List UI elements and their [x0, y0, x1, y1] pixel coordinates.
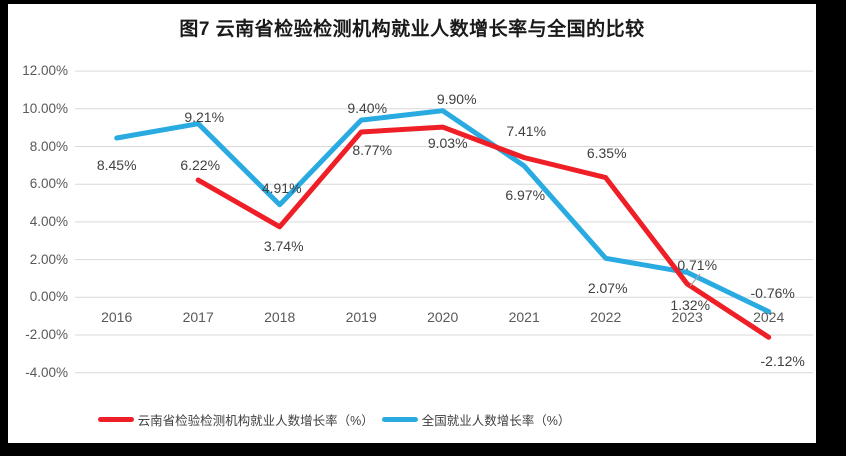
- line-chart-plot-area: [75, 70, 813, 374]
- national-series-swatch-icon: [381, 417, 418, 422]
- yunnan-series-line: [195, 124, 772, 340]
- chart-title: 图7 云南省检验检测机构就业人数增长率与全国的比较: [179, 19, 645, 40]
- national-series-line: [114, 108, 772, 315]
- legend-item-national: 全国就业人数增长率（%）: [381, 410, 571, 429]
- legend-item-yunnan: 云南省检验检测机构就业人数增长率（%）: [97, 410, 374, 429]
- legend: 云南省检验检测机构就业人数增长率（%） 全国就业人数增长率（%）: [0, 410, 738, 429]
- yunnan-series-legend-label: 云南省检验检测机构就业人数增长率（%）: [137, 414, 374, 428]
- yunnan-series-swatch-icon: [97, 417, 134, 422]
- chart-canvas: 图7 云南省检验检测机构就业人数增长率与全国的比较 12.00% 10.00% 8.…: [8, 4, 816, 443]
- data-label-leader-line: [689, 273, 701, 287]
- national-series-legend-label: 全国就业人数增长率（%）: [421, 414, 571, 428]
